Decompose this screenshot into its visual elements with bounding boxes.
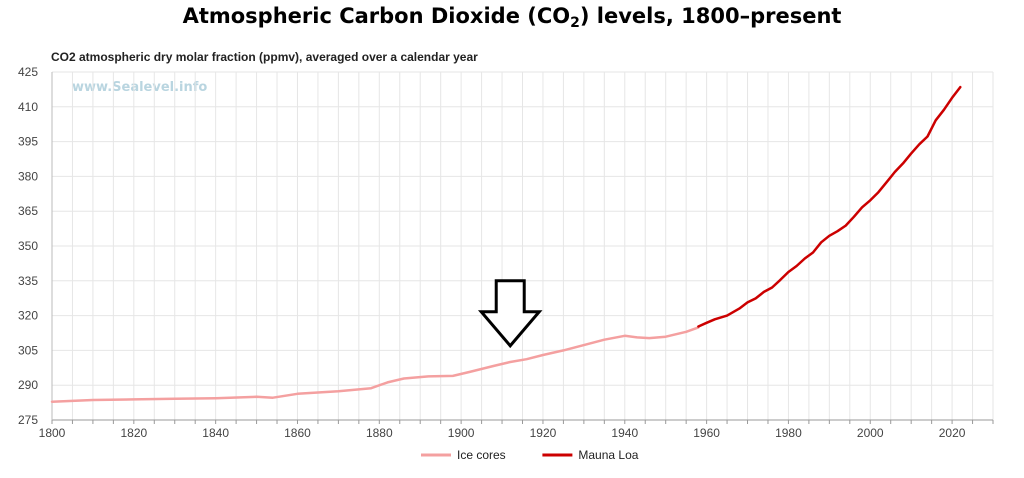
x-tick-label: 1840 <box>202 426 229 440</box>
x-tick-label: 1800 <box>39 426 66 440</box>
y-tick-label: 365 <box>18 204 38 218</box>
x-tick-label: 1860 <box>284 426 311 440</box>
y-tick-label: 395 <box>18 135 38 149</box>
legend: Ice cores Mauna Loa <box>421 448 639 462</box>
plot-series <box>50 85 962 403</box>
legend-label: Ice cores <box>457 448 506 462</box>
x-tick-label: 2020 <box>939 426 966 440</box>
x-tick-label: 1920 <box>530 426 557 440</box>
y-tick-label: 305 <box>18 343 38 357</box>
y-tick-label: 425 <box>18 65 38 79</box>
annotations <box>477 279 543 349</box>
y-tick-label: 350 <box>18 239 38 253</box>
y-tick-label: 410 <box>18 100 38 114</box>
series-line-ice-cores <box>50 326 700 403</box>
x-tick-label: 1880 <box>366 426 393 440</box>
x-tick-label: 1900 <box>448 426 475 440</box>
watermark-text: www.Sealevel.info <box>72 80 207 95</box>
y-tick-label: 380 <box>18 169 38 183</box>
chart-title: Atmospheric Carbon Dioxide (CO2) levels,… <box>182 4 842 31</box>
x-tick-label: 1960 <box>693 426 720 440</box>
y-tick-label: 320 <box>18 309 38 323</box>
y-tick-label: 335 <box>18 274 38 288</box>
legend-label: Mauna Loa <box>578 448 638 462</box>
x-tick-label: 2000 <box>857 426 884 440</box>
x-tick-label: 1940 <box>611 426 638 440</box>
x-tick-label: 1820 <box>120 426 147 440</box>
down-arrow-annotation <box>477 279 543 349</box>
y-tick-label: 275 <box>18 413 38 427</box>
x-tick-label: 1980 <box>775 426 802 440</box>
y-tick-label: 290 <box>18 378 38 392</box>
chart-subtitle: CO2 atmospheric dry molar fraction (ppmv… <box>51 50 478 64</box>
plot-grid <box>51 71 994 421</box>
series-line-mauna-loa <box>697 85 962 328</box>
